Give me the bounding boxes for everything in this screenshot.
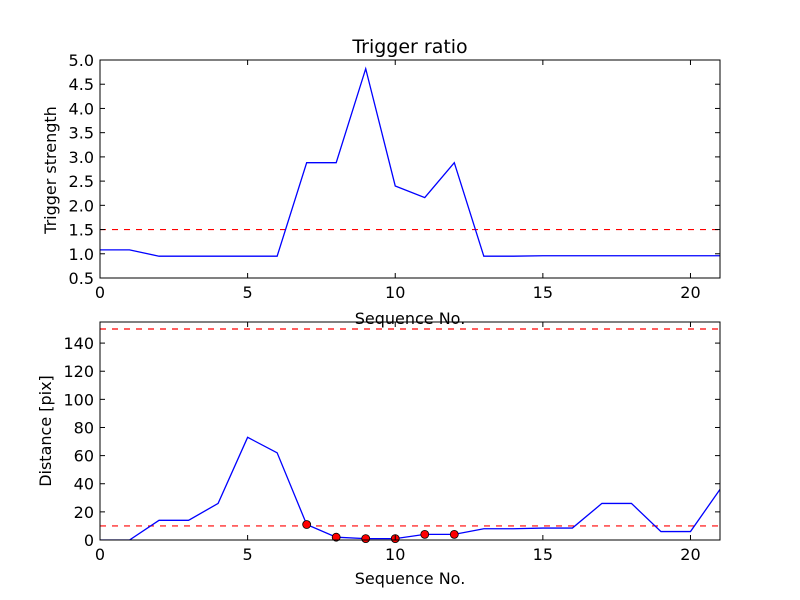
y-tick-label: 80 — [74, 418, 94, 437]
x-axis-label: Sequence No. — [355, 569, 466, 588]
x-tick-label: 20 — [680, 545, 700, 564]
y-tick-label: 60 — [74, 447, 94, 466]
y-tick-label: 120 — [63, 362, 94, 381]
x-tick-label: 20 — [680, 283, 700, 302]
data-point-marker — [420, 529, 430, 539]
plot-frame — [99, 59, 721, 279]
series-line — [100, 436, 720, 540]
plot-area — [100, 328, 720, 540]
x-tick-label: 15 — [533, 283, 553, 302]
x-tick-label: 5 — [243, 283, 253, 302]
y-tick-label: 0 — [84, 531, 94, 550]
series-line — [100, 66, 720, 257]
y-axis-label: Distance [pix] — [36, 375, 55, 487]
y-tick-label: 1.0 — [69, 245, 94, 264]
x-tick-label: 10 — [385, 545, 405, 564]
x-tick-label: 5 — [243, 545, 253, 564]
chart-title: Trigger ratio — [351, 36, 467, 58]
distance-chart: 0 5 10 15 20 0 20 40 60 80 100 120 140 Sequence No. Di… — [36, 321, 721, 588]
y-axis-label: Trigger strength — [41, 106, 60, 235]
x-axis-label: Sequence No. — [355, 309, 466, 328]
y-tick-label: 140 — [63, 334, 94, 353]
y-tick-label: 5.0 — [69, 51, 94, 70]
y-tick-label: 4.5 — [69, 75, 94, 94]
y-tick-label: 2.0 — [69, 196, 94, 215]
data-point-marker — [331, 532, 341, 542]
y-tick-label: 2.5 — [69, 172, 94, 191]
y-tick-label: 3.0 — [69, 148, 94, 167]
y-tick-label: 0.5 — [69, 269, 94, 288]
y-tick-label: 3.5 — [69, 124, 94, 143]
y-tick-label: 40 — [74, 475, 94, 494]
y-tick-label: 1.5 — [69, 221, 94, 240]
data-point-marker — [302, 520, 312, 529]
data-point-marker — [449, 529, 459, 539]
x-tick-label: 10 — [385, 283, 405, 302]
x-tick-label: 15 — [533, 545, 553, 564]
trigger-ratio-chart: 0 5 10 15 20 0.5 1.0 1.5 2.0 2.5 3.0 3.5 4.0 4.5 5.0 Tr… — [41, 36, 721, 328]
data-point-marker — [361, 534, 371, 543]
plot-frame — [99, 321, 721, 541]
y-tick-label: 20 — [74, 503, 94, 522]
x-tick-label: 0 — [95, 545, 105, 564]
y-tick-label: 100 — [63, 390, 94, 409]
x-tick-label: 0 — [95, 283, 105, 302]
plot-area — [100, 66, 720, 257]
y-tick-label: 4.0 — [69, 99, 94, 118]
